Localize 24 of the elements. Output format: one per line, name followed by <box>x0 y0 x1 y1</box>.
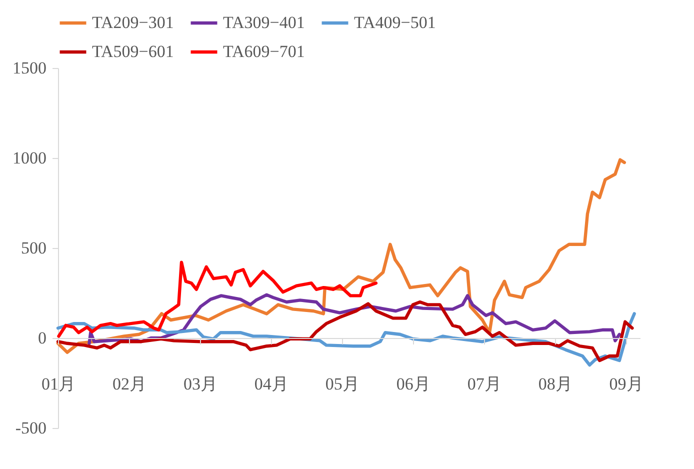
y-tick-label: 1500 <box>12 58 46 78</box>
legend-label: TA509−601 <box>92 42 174 61</box>
line-series <box>88 293 622 345</box>
y-tick-label: 1000 <box>12 148 46 168</box>
line-series <box>57 260 378 338</box>
x-tick-label: 09月 <box>609 374 644 394</box>
line-series <box>56 158 626 354</box>
y-tick-label: 500 <box>21 238 46 258</box>
x-tick-label: 06月 <box>396 374 430 394</box>
x-tick-label: 07月 <box>467 374 502 394</box>
line-series <box>56 300 634 362</box>
line-series <box>56 312 636 367</box>
y-tick-label: 0 <box>38 328 46 348</box>
x-tick-label: 08月 <box>538 374 572 394</box>
legend-label: TA309−401 <box>223 13 305 32</box>
y-tick-label: -500 <box>15 418 46 438</box>
x-tick-label: 04月 <box>254 374 288 394</box>
x-tick-label: 01月 <box>42 374 76 394</box>
x-tick-label: 02月 <box>112 374 146 394</box>
legend-label: TA409−501 <box>354 13 436 32</box>
x-tick-label: 03月 <box>183 374 218 394</box>
legend-label: TA209−301 <box>92 13 174 32</box>
x-tick-label: 05月 <box>325 374 360 394</box>
legend-label: TA609−701 <box>223 42 305 61</box>
